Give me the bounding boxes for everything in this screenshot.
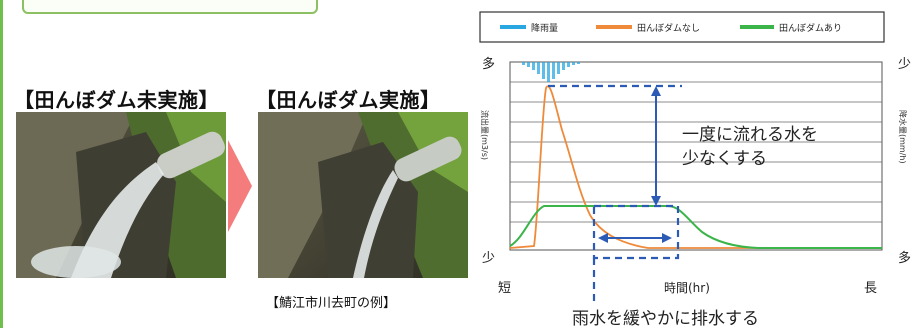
y-top-label: 多 xyxy=(482,56,495,72)
rain-bar xyxy=(572,62,575,65)
slow-drain-dashed-box xyxy=(592,204,680,260)
series-without-dam xyxy=(509,85,882,249)
rain-bar xyxy=(532,62,535,70)
rain-bar xyxy=(552,62,555,79)
y-bottom-label: 少 xyxy=(482,251,495,266)
transition-arrow xyxy=(228,140,252,232)
y-right-top-label: 少 xyxy=(898,57,911,72)
peak-arrow-head-up xyxy=(651,86,661,96)
rain-bar xyxy=(547,62,550,82)
legend-without-label: 田んぼダムなし xyxy=(637,22,700,34)
x-axis-title: 時間(hr) xyxy=(664,281,710,295)
rain-bar xyxy=(522,62,525,65)
x-right-label: 長 xyxy=(864,281,877,296)
rain-bar xyxy=(537,62,540,74)
duration-arrow-head-right xyxy=(662,233,672,243)
rain-bar xyxy=(557,62,560,74)
x-left-label: 短 xyxy=(498,281,511,296)
series-with-dam xyxy=(509,205,882,249)
hydrograph-chart: 降雨量 田んぼダムなし 田んぼダムあり 一度に流れる水を 少なくする 雨水を緩や… xyxy=(479,11,911,328)
annotation-slow: 雨水を緩やかに排水する xyxy=(572,309,759,328)
chart-grid xyxy=(509,61,883,251)
rain-bar xyxy=(567,62,570,67)
left-border xyxy=(0,0,3,328)
label-after: 【田んぼダム実施】 xyxy=(256,88,441,112)
top-box xyxy=(22,0,318,14)
rain-bar xyxy=(577,62,580,64)
y-right-bottom-label: 多 xyxy=(898,250,911,266)
photo-with-dam xyxy=(258,112,468,278)
annotation-peak-line2: 少なくする xyxy=(682,149,767,169)
photo-without-dam xyxy=(16,112,226,278)
annotation-peak-line1: 一度に流れる水を xyxy=(682,125,818,145)
legend-box xyxy=(479,11,885,43)
peak-arrow-head-down xyxy=(651,196,661,206)
duration-arrow-head-left xyxy=(598,233,608,243)
legend-rain-label: 降雨量 xyxy=(531,22,558,34)
rainfall-bars xyxy=(522,62,580,82)
rain-bar xyxy=(562,62,565,70)
rain-bar xyxy=(527,62,530,67)
legend-with-label: 田んぼダムあり xyxy=(779,22,842,34)
y-left-axis-title: 流出量(m3/s) xyxy=(480,110,490,160)
location-caption: 【鯖江市川去町の例】 xyxy=(266,296,397,311)
label-before: 【田んぼダム未実施】 xyxy=(14,88,219,112)
y-right-axis-title: 降水量(mm/h) xyxy=(898,110,908,164)
rain-bar xyxy=(542,62,545,79)
